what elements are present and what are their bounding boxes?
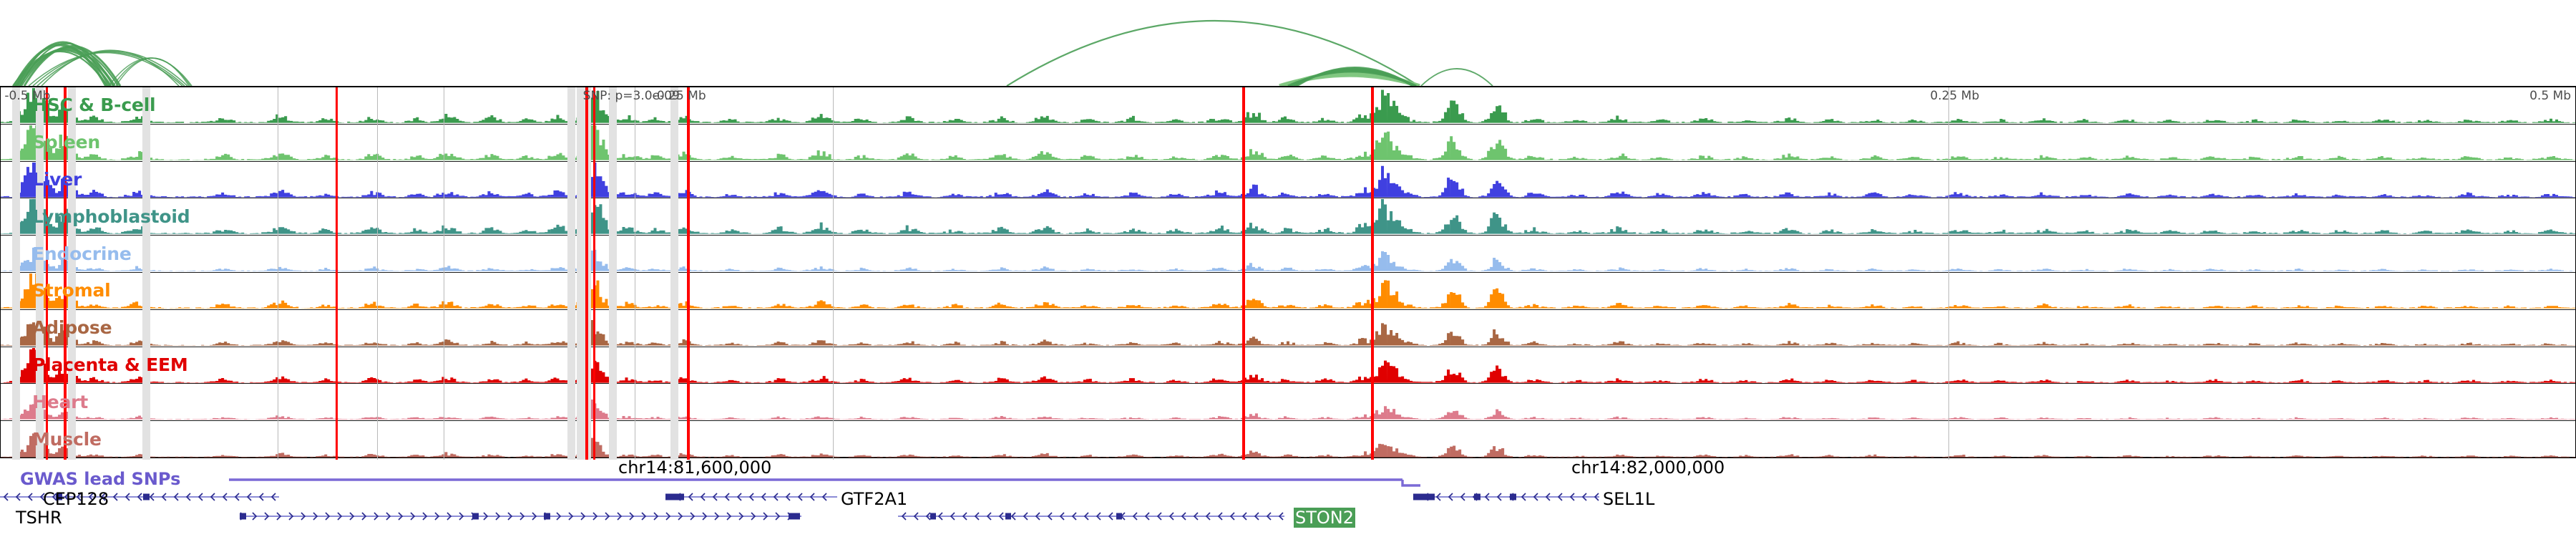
chromatin-interaction-arcs	[0, 0, 2576, 86]
track-signal	[1, 199, 2575, 235]
track-signal	[1, 347, 2575, 383]
arcs-svg	[12, 19, 1493, 86]
track-lymphoblastoid[interactable]: Lymphoblastoid	[1, 198, 2575, 236]
track-label: Adipose	[32, 317, 112, 339]
snp-pvalue-label: SNP: p=3.0e-09	[582, 89, 680, 103]
track-label: HSC & B-cell	[32, 95, 156, 116]
track-label: Muscle	[32, 428, 102, 450]
track-label: Stromal	[32, 280, 111, 301]
track-signal	[1, 400, 2575, 420]
track-signal	[1, 273, 2575, 309]
coordinate-label: chr14:82,000,000	[1571, 458, 1725, 478]
track-endocrine[interactable]: Endocrine	[1, 236, 2575, 273]
gene-models-svg	[0, 478, 1599, 521]
track-label: Endocrine	[32, 243, 132, 264]
axis-tick-label: 0.25 Mb	[1930, 89, 1980, 103]
gene-label-tshr[interactable]: TSHR	[16, 508, 62, 528]
track-spleen[interactable]: Spleen	[1, 125, 2575, 162]
track-label: Placenta & EEM	[32, 354, 188, 375]
track-placenta-eem[interactable]: Placenta & EEM	[1, 347, 2575, 384]
axis-tick-label: -0.5 Mb	[4, 89, 51, 103]
track-hsc-b-cell[interactable]: HSC & B-cell -0.5 Mb -0.25 Mb 0.25 Mb 0.5 Mb…	[1, 87, 2575, 125]
coordinate-label: chr14:81,600,000	[618, 458, 772, 478]
track-adipose[interactable]: Adipose	[1, 310, 2575, 347]
gene-label-cep128[interactable]: CEP128	[43, 489, 109, 509]
track-signal	[1, 433, 2575, 458]
gwas-lead-snps-label: GWAS lead SNPs	[20, 469, 181, 489]
track-heart[interactable]: Heart	[1, 384, 2575, 422]
track-label: Liver	[32, 168, 82, 190]
axis-tick-label: -0.25 Mb	[652, 89, 706, 103]
track-signal	[1, 125, 2575, 160]
track-muscle[interactable]: Muscle	[1, 421, 2575, 458]
track-label: Heart	[32, 391, 89, 412]
track-signal	[1, 248, 2575, 271]
track-signal	[1, 87, 2575, 123]
signal-tracks-panel: HSC & B-cell -0.5 Mb -0.25 Mb 0.25 Mb 0.5 Mb…	[0, 86, 2576, 460]
track-stromal[interactable]: Stromal	[1, 273, 2575, 310]
track-liver[interactable]: Liver	[1, 162, 2575, 199]
track-signal	[1, 162, 2575, 198]
gene-label-sel1l[interactable]: SEL1L	[1603, 489, 1655, 509]
track-label: Lymphoblastoid	[32, 205, 190, 227]
gene-label-ston2[interactable]: STON2	[1294, 508, 1356, 528]
track-signal	[1, 319, 2575, 346]
track-label: Spleen	[32, 132, 100, 153]
gene-annotation-panel: GWAS lead SNPs chr14:81,600,000 chr14:82,0…	[0, 458, 2576, 537]
axis-tick-label: 0.5 Mb	[2529, 89, 2571, 103]
gene-label-gtf2a1[interactable]: GTF2A1	[841, 489, 908, 509]
